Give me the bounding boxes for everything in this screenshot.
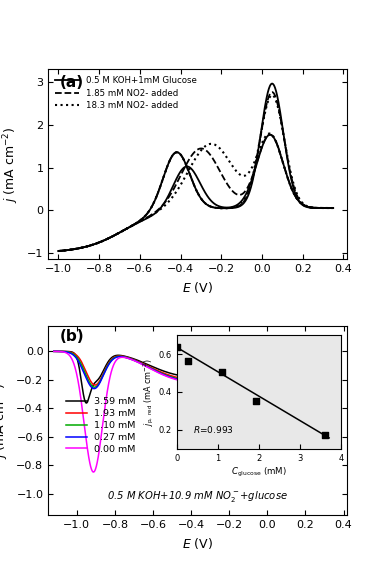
- 0.27 mM: [108, 358, 113, 365]
- 1.10 mM: [303, 378, 308, 384]
- 3.59 mM: [303, 373, 308, 380]
- Y-axis label: $\it{j}$ (mA cm$^{-2}$): $\it{j}$ (mA cm$^{-2}$): [0, 382, 11, 459]
- 0.27 mM: [208, 381, 213, 388]
- 3.59 mM: [208, 375, 213, 382]
- 0.27 mM: [139, 360, 144, 367]
- 0.27 mM: [52, 348, 56, 355]
- Line: 3.59 mM: 3.59 mM: [54, 351, 334, 403]
- X-axis label: $\it{E}$ (V): $\it{E}$ (V): [182, 280, 213, 295]
- 1.93 mM: [113, 353, 118, 360]
- 1.10 mM: [92, 384, 97, 391]
- 0.00 mM: [91, 468, 96, 475]
- 0.00 mM: [139, 361, 144, 368]
- 0.27 mM: [332, 378, 336, 384]
- 0.00 mM: [52, 348, 56, 355]
- 0.27 mM: [113, 354, 118, 361]
- 1.10 mM: [208, 380, 213, 387]
- Legend: 3.59 mM, 1.93 mM, 1.10 mM, 0.27 mM, 0.00 mM: 3.59 mM, 1.93 mM, 1.10 mM, 0.27 mM, 0.00…: [62, 394, 139, 457]
- 0.27 mM: [92, 385, 96, 392]
- 1.10 mM: [139, 360, 144, 367]
- 3.59 mM: [139, 358, 144, 365]
- 0.00 mM: [108, 371, 113, 378]
- 3.59 mM: [218, 375, 223, 382]
- 0.00 mM: [303, 379, 308, 386]
- 1.10 mM: [332, 377, 336, 384]
- 3.59 mM: [52, 348, 56, 355]
- 0.27 mM: [303, 378, 308, 385]
- Legend: 0.5 M KOH+1mM Glucose, 1.85 mM NO2- added, 18.3 mM NO2- added: 0.5 M KOH+1mM Glucose, 1.85 mM NO2- adde…: [52, 74, 200, 113]
- Line: 1.93 mM: 1.93 mM: [54, 351, 334, 385]
- 1.93 mM: [93, 382, 98, 389]
- 3.59 mM: [84, 400, 89, 406]
- 1.10 mM: [113, 354, 118, 361]
- 1.93 mM: [218, 379, 223, 386]
- 1.10 mM: [218, 380, 223, 387]
- 0.27 mM: [218, 380, 223, 387]
- Text: 0.5 M KOH+10.9 mM NO$_2^-$+glucose: 0.5 M KOH+10.9 mM NO$_2^-$+glucose: [107, 489, 288, 504]
- 1.93 mM: [52, 348, 56, 355]
- X-axis label: $\it{E}$ (V): $\it{E}$ (V): [182, 536, 213, 551]
- Text: (b): (b): [60, 329, 85, 345]
- 1.93 mM: [332, 375, 336, 382]
- 0.00 mM: [208, 382, 213, 389]
- 0.00 mM: [218, 381, 223, 388]
- Line: 0.27 mM: 0.27 mM: [54, 351, 334, 389]
- 3.59 mM: [113, 352, 118, 359]
- Line: 0.00 mM: 0.00 mM: [54, 351, 334, 472]
- 3.59 mM: [332, 372, 336, 379]
- 1.93 mM: [139, 360, 144, 367]
- Y-axis label: $\it{j}$ (mA cm$^{-2}$): $\it{j}$ (mA cm$^{-2}$): [2, 126, 22, 203]
- Text: (a): (a): [60, 75, 85, 90]
- 0.00 mM: [113, 358, 118, 365]
- Line: 1.10 mM: 1.10 mM: [54, 351, 334, 387]
- 1.93 mM: [303, 376, 308, 383]
- 3.59 mM: [108, 355, 113, 362]
- 1.93 mM: [208, 379, 213, 386]
- 0.00 mM: [332, 378, 336, 385]
- 1.10 mM: [108, 358, 113, 365]
- 1.93 mM: [108, 357, 113, 364]
- 1.10 mM: [52, 348, 56, 355]
